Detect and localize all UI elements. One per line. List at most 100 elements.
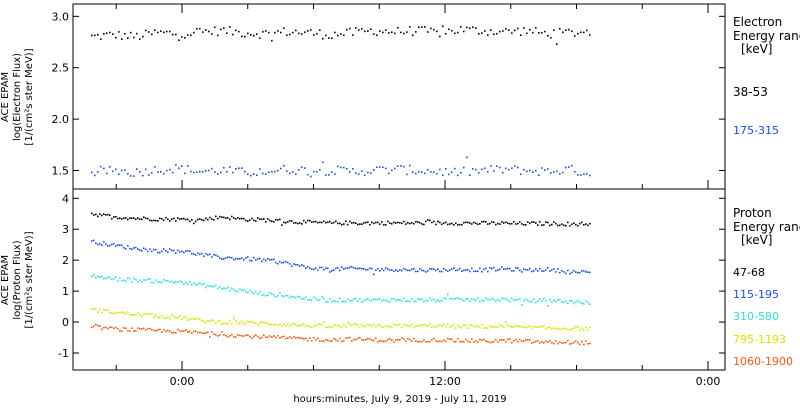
data-point: [395, 324, 397, 327]
data-point: [105, 214, 107, 216]
data-point: [417, 221, 419, 223]
data-point: [501, 297, 503, 300]
data-point: [389, 269, 391, 271]
data-point: [349, 171, 351, 173]
data-point: [467, 327, 469, 329]
series-115-195: [91, 239, 591, 276]
data-point: [313, 170, 315, 173]
data-point: [145, 279, 147, 282]
data-point: [547, 267, 549, 269]
data-point: [367, 221, 369, 223]
data-point: [493, 221, 495, 224]
data-point: [145, 168, 147, 171]
data-point: [253, 292, 255, 295]
data-point: [543, 298, 545, 300]
data-point: [383, 340, 385, 343]
data-point: [381, 326, 383, 328]
data-point: [323, 268, 325, 271]
data-point: [287, 261, 289, 264]
data-point: [451, 171, 453, 173]
data-point: [453, 224, 455, 226]
data-point: [449, 326, 451, 328]
data-point: [223, 287, 225, 289]
data-point: [179, 315, 181, 317]
data-point: [455, 269, 457, 272]
data-point: [454, 167, 456, 170]
data-point: [161, 331, 163, 333]
data-point: [215, 284, 217, 287]
data-point: [579, 301, 581, 303]
data-point: [95, 307, 97, 310]
data-point: [538, 174, 540, 176]
proton-plot-frame: [72, 188, 726, 371]
data-point: [491, 326, 493, 328]
data-point: [513, 326, 515, 328]
data-point: [117, 311, 119, 314]
data-point: [187, 34, 189, 36]
data-point: [457, 174, 459, 177]
data-point: [425, 220, 427, 223]
data-point: [309, 299, 311, 301]
data-point: [225, 334, 227, 337]
data-point: [157, 281, 159, 283]
data-point: [129, 277, 131, 280]
data-point: [427, 325, 429, 327]
data-point: [215, 254, 217, 256]
data-point: [589, 342, 591, 345]
data-point: [103, 167, 105, 170]
data-point: [100, 165, 102, 168]
data-point: [145, 329, 147, 331]
data-point: [333, 221, 335, 224]
data-point: [523, 268, 525, 270]
data-point: [142, 35, 144, 38]
data-point: [415, 300, 417, 303]
data-point: [467, 297, 469, 300]
data-point: [455, 340, 457, 343]
data-point: [199, 218, 201, 220]
data-point: [220, 28, 222, 31]
data-point: [295, 173, 297, 175]
data-point: [337, 222, 339, 225]
data-point: [451, 222, 453, 225]
data-point: [97, 33, 99, 36]
legend-entry-115-195: 115-195: [733, 288, 779, 301]
data-point: [141, 281, 143, 283]
data-point: [339, 297, 341, 300]
data-point: [371, 221, 373, 224]
data-point: [259, 257, 261, 260]
data-point: [305, 325, 307, 328]
data-point: [532, 171, 534, 173]
data-point: [379, 298, 381, 300]
data-point: [223, 334, 225, 336]
data-point: [153, 316, 155, 318]
data-point: [319, 340, 321, 342]
data-point: [517, 298, 519, 301]
data-point: [487, 298, 489, 301]
proton-data-points: [91, 212, 591, 346]
data-point: [537, 270, 539, 272]
data-point: [437, 340, 439, 343]
data-point: [143, 247, 145, 250]
data-point: [179, 330, 181, 332]
legend-entry-175-315: 175-315: [733, 124, 779, 137]
data-point: [352, 34, 354, 36]
data-point: [475, 168, 477, 171]
data-point: [101, 214, 103, 217]
data-point: [325, 301, 327, 303]
data-point: [245, 219, 247, 222]
data-point: [190, 34, 192, 37]
data-point: [499, 166, 501, 169]
data-point: [175, 220, 177, 222]
data-point: [280, 167, 282, 170]
data-point: [430, 171, 432, 173]
data-point: [375, 298, 377, 301]
data-point: [217, 255, 219, 258]
data-point: [367, 171, 369, 174]
data-point: [565, 327, 567, 330]
data-point: [521, 340, 523, 342]
data-point: [277, 295, 279, 297]
data-point: [387, 338, 389, 341]
data-point: [463, 299, 465, 302]
data-point: [299, 296, 301, 298]
data-point: [481, 324, 483, 326]
